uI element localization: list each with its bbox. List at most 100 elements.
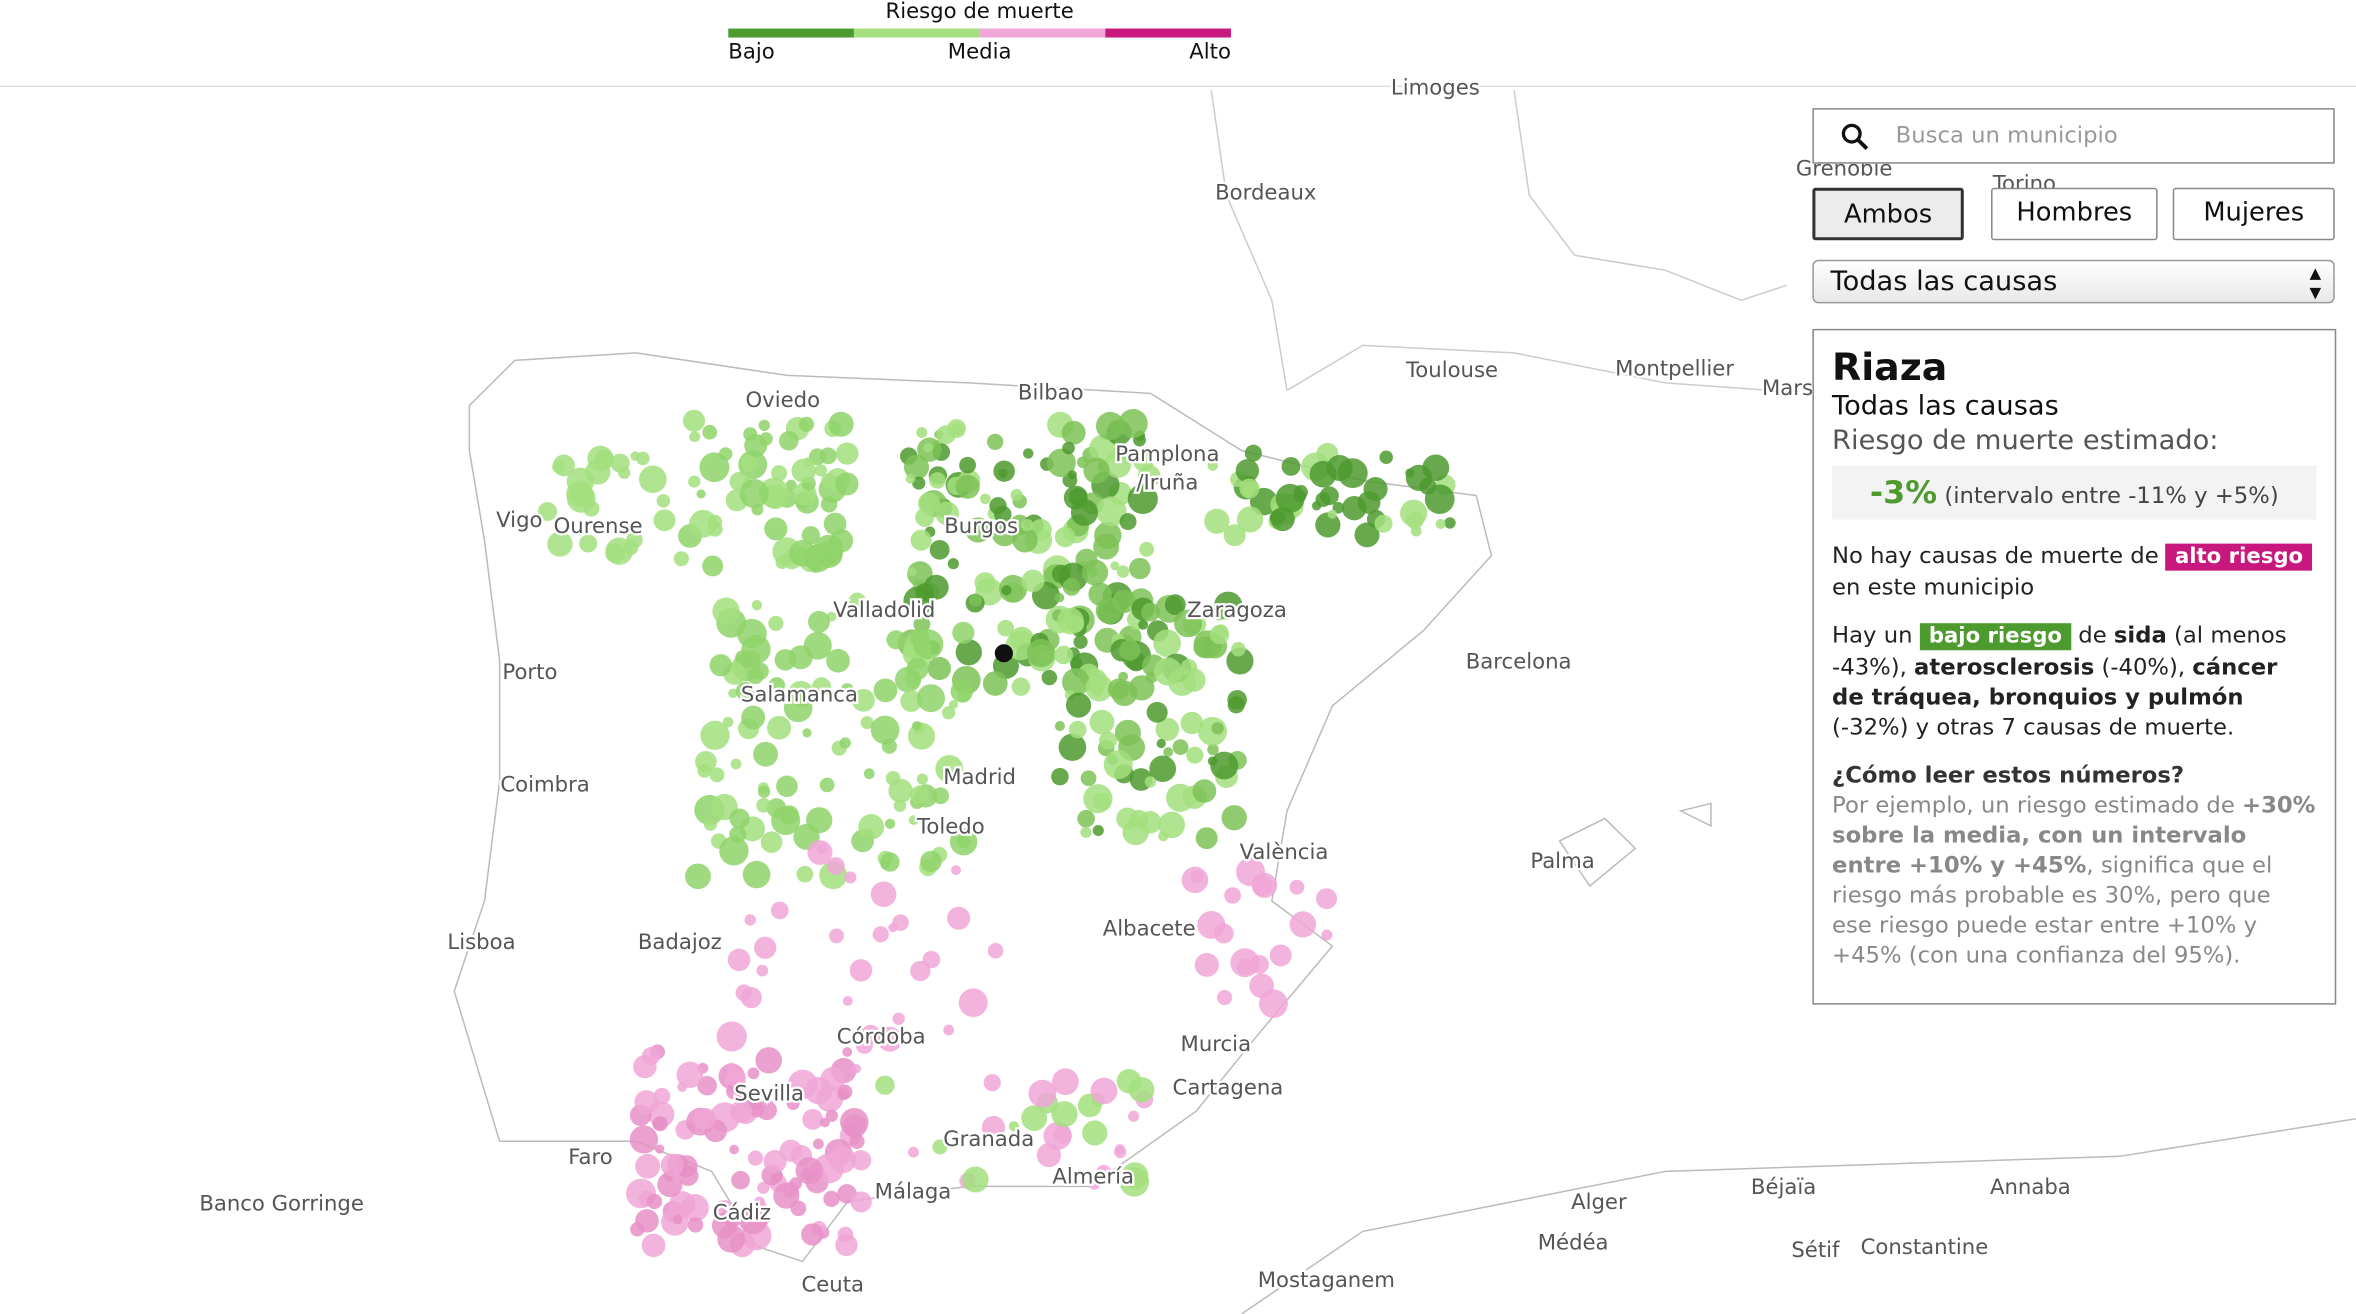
sex-button[interactable]: Ambos (1812, 187, 1964, 241)
risk-patch (688, 475, 701, 488)
risk-patch (1144, 776, 1157, 788)
risk-patch (826, 857, 845, 875)
risk-patch (1107, 678, 1130, 700)
risk-patch (927, 656, 951, 681)
risk-patch (893, 799, 907, 812)
risk-patch (630, 1222, 645, 1237)
place-label: Montpellier (1615, 356, 1734, 381)
balearics (1558, 802, 1712, 888)
risk-patch (875, 1075, 895, 1095)
risk-patch (735, 681, 755, 701)
risk-patch (1051, 1068, 1079, 1095)
place-label: Murcia (1181, 1031, 1252, 1056)
risk-patch (1316, 888, 1338, 910)
risk-patch (951, 865, 962, 876)
risk-patch (936, 425, 956, 445)
risk-patch (635, 1153, 661, 1179)
risk-patch (910, 785, 929, 804)
risk-patch (1054, 645, 1073, 665)
risk-patch (700, 720, 730, 750)
place-label: Bordeaux (1215, 180, 1316, 205)
risk-patch (699, 452, 730, 483)
place-label: Albacete (1103, 916, 1196, 941)
risk-patch (672, 1173, 682, 1183)
risk-patch (900, 690, 923, 712)
risk-patch (1195, 827, 1218, 850)
risk-patch (1051, 1101, 1078, 1128)
search-box[interactable]: Busca un municipio (1812, 108, 2335, 164)
risk-patch (1118, 409, 1148, 439)
risk-patch (1275, 483, 1305, 513)
risk-patch (1321, 929, 1333, 941)
risk-patch (694, 1107, 716, 1130)
legend-swatch (853, 28, 980, 38)
text-segment: , significa que el riesgo más probable e… (1832, 851, 2273, 969)
risk-patch (932, 1139, 948, 1155)
risk-patch (965, 517, 991, 543)
risk-patch (1337, 458, 1368, 488)
risk-patch (1093, 533, 1120, 560)
place-label: València (1240, 839, 1329, 864)
risk-patch (998, 468, 1008, 478)
risk-patch (788, 645, 813, 670)
cause-select[interactable]: Todas las causas ▲ ▼ (1812, 259, 2335, 304)
risk-patch (1406, 511, 1424, 530)
risk-patch (836, 442, 859, 465)
risk-patch (747, 1067, 760, 1080)
risk-patch (1156, 738, 1166, 749)
risk-patch (1444, 517, 1456, 529)
risk-patch (707, 514, 723, 529)
risk-patch (968, 593, 983, 607)
risk-patch (1354, 522, 1380, 548)
risk-patch (756, 797, 772, 813)
risk-patch (1011, 677, 1031, 696)
risk-patch (1309, 460, 1337, 488)
risk-patch (1096, 496, 1127, 527)
text-segment: (-32%) y otras 7 causas de muerte. (1832, 713, 2235, 741)
risk-patch (729, 808, 750, 829)
risk-patch (1155, 717, 1180, 742)
risk-patch (910, 960, 931, 982)
risk-patch (755, 1047, 783, 1074)
risk-patch (1211, 722, 1224, 735)
risk-patch (844, 871, 857, 884)
risk-patch (910, 529, 932, 551)
risk-patch (742, 860, 771, 889)
risk-patch (731, 1170, 750, 1190)
risk-patch (783, 693, 813, 723)
place-label: Bilbao (1018, 380, 1084, 405)
risk-patch (537, 502, 558, 521)
risk-patch (1083, 784, 1113, 814)
risk-patch (760, 831, 783, 853)
risk-patch (961, 837, 971, 848)
sex-button[interactable]: Hombres (1991, 187, 2158, 241)
risk-patch (770, 901, 789, 920)
risk-patch (1281, 457, 1301, 476)
legend-bar (728, 28, 1231, 38)
risk-patch (702, 555, 724, 577)
place-label: Béjaïa (1751, 1174, 1816, 1199)
risk-patch (858, 814, 885, 840)
risk-patch (826, 648, 850, 673)
risk-patch (873, 678, 898, 703)
risk-patch (1119, 513, 1137, 531)
risk-patch (850, 1191, 872, 1213)
place-label: Alger (1571, 1189, 1627, 1214)
place-label: Vigo (496, 507, 542, 532)
risk-patch (1021, 569, 1045, 593)
risk-patch (955, 639, 982, 666)
risk-patch (1067, 470, 1077, 480)
risk-patch (728, 688, 738, 698)
sex-button[interactable]: Mujeres (2172, 187, 2335, 241)
place-label: Madrid (943, 764, 1016, 789)
risk-patch (1092, 824, 1104, 837)
place-label: Pamplona (1115, 441, 1219, 466)
low-risk-text: Hay un bajo riesgo de sida (al menos -43… (1832, 620, 2317, 742)
risk-patch (703, 817, 718, 831)
place-label: Valladolid (833, 597, 935, 622)
text-segment: (-40%), (2094, 653, 2193, 681)
risk-patch (1066, 614, 1085, 633)
risk-patch (766, 798, 787, 818)
risk-patch (916, 426, 928, 438)
risk-patch (1192, 779, 1217, 803)
